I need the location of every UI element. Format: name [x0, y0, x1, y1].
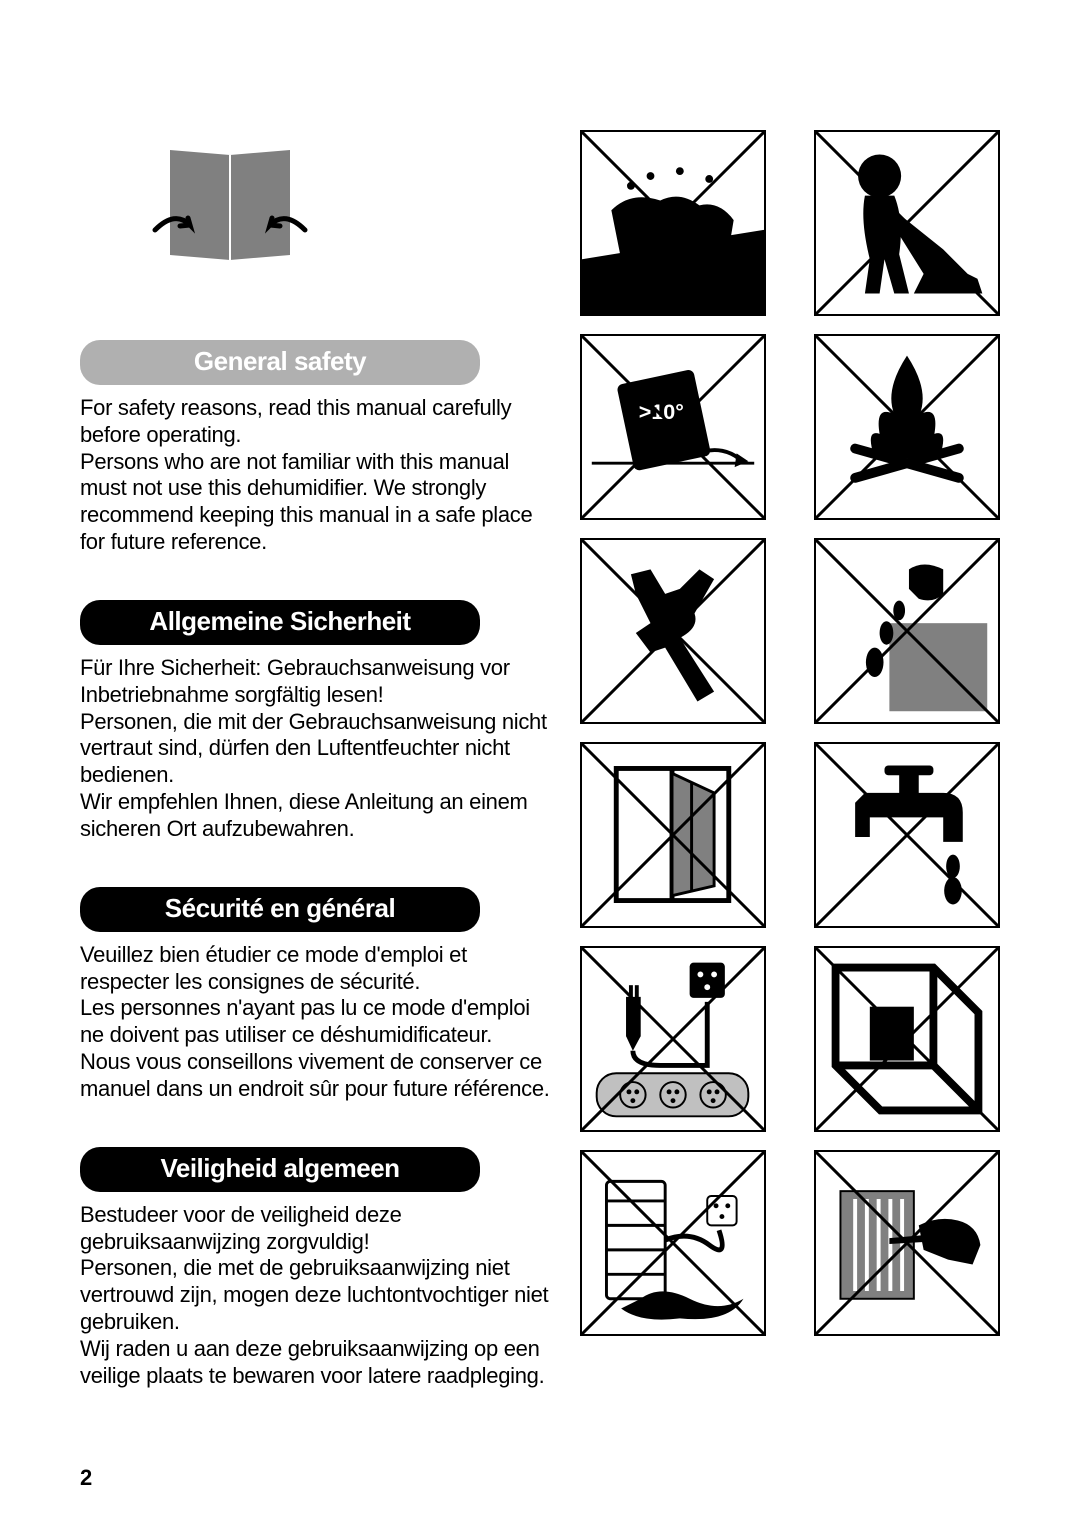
page-number: 2	[80, 1465, 92, 1491]
section-securite-general: Sécurité en général Veuillez bien étudie…	[80, 887, 550, 1103]
no-liquid-icon	[814, 538, 1000, 724]
safety-pictogram-grid: >10°	[580, 130, 1020, 1434]
section-general-safety: General safety For safety reasons, read …	[80, 340, 550, 556]
section-heading: Veiligheid algemeen	[80, 1147, 480, 1192]
no-wet-hands-icon	[580, 130, 766, 316]
section-body: For safety reasons, read this manual car…	[80, 395, 550, 556]
section-allgemeine-sicherheit: Allgemeine Sicherheit Für Ihre Sicherhei…	[80, 600, 550, 843]
no-children-icon	[814, 130, 1000, 316]
manual-page: General safety For safety reasons, read …	[0, 0, 1080, 1474]
no-insert-icon	[814, 1150, 1000, 1336]
no-open-window-icon	[580, 742, 766, 928]
section-heading: General safety	[80, 340, 480, 385]
section-veiligheid-algemeen: Veiligheid algemeen Bestudeer voor de ve…	[80, 1147, 550, 1390]
section-body: Veuillez bien étudier ce mode d'emploi e…	[80, 942, 550, 1103]
no-tools-icon	[580, 538, 766, 724]
text-column: General safety For safety reasons, read …	[80, 130, 550, 1434]
section-heading: Sécurité en général	[80, 887, 480, 932]
section-body: Für Ihre Sicherheit: Gebrauchsanweisung …	[80, 655, 550, 843]
no-fire-icon	[814, 334, 1000, 520]
read-manual-icon	[130, 130, 330, 290]
no-spill-icon	[580, 1150, 766, 1336]
section-body: Bestudeer voor de veiligheid deze gebrui…	[80, 1202, 550, 1390]
no-corner-icon	[814, 946, 1000, 1132]
no-tilt-icon: >10°	[580, 334, 766, 520]
no-water-tap-icon	[814, 742, 1000, 928]
svg-text:>10°: >10°	[639, 400, 684, 424]
no-extension-cord-icon	[580, 946, 766, 1132]
section-heading: Allgemeine Sicherheit	[80, 600, 480, 645]
